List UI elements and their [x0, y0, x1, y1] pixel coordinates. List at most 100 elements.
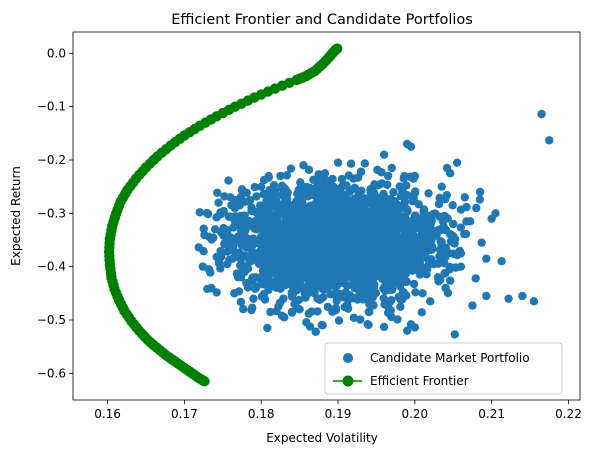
scatter-point	[395, 182, 404, 191]
scatter-point	[362, 221, 372, 230]
scatter-point	[252, 237, 261, 246]
scatter-point	[359, 199, 368, 209]
legend-box	[324, 342, 563, 395]
scatter-point	[335, 256, 344, 265]
scatter-point	[248, 303, 257, 312]
scatter-point	[261, 246, 270, 255]
scatter-point	[401, 277, 410, 286]
scatter-point	[346, 159, 356, 168]
scatter-point	[263, 200, 272, 209]
scatter-point	[518, 291, 527, 301]
y-tick-label: −0.1	[37, 100, 66, 114]
scatter-point	[239, 304, 248, 314]
y-tick-label: 0.0	[47, 46, 66, 60]
scatter-point	[297, 281, 307, 291]
scatter-point	[360, 159, 370, 168]
scatter-point	[347, 210, 356, 220]
scatter-point	[437, 237, 446, 247]
scatter-point	[366, 185, 375, 195]
scatter-point	[236, 297, 246, 307]
scatter-point	[376, 217, 385, 227]
scatter-point	[375, 180, 384, 189]
scatter-point	[237, 185, 247, 194]
scatter-point	[411, 288, 420, 297]
scatter-point	[422, 211, 431, 221]
scatter-point	[326, 190, 335, 199]
scatter-point	[418, 265, 427, 274]
scatter-point	[399, 288, 409, 297]
scatter-point	[313, 206, 322, 215]
scatter-point	[269, 180, 279, 190]
scatter-point	[445, 169, 455, 178]
scatter-point	[326, 247, 336, 256]
scatter-point	[364, 307, 373, 317]
scatter-point	[278, 235, 287, 244]
chart-title: Efficient Frontier and Candidate Portfol…	[171, 12, 473, 28]
scatter-point	[266, 307, 275, 317]
scatter-point	[400, 200, 409, 210]
scatter-point	[411, 211, 420, 221]
scatter-point	[359, 261, 368, 271]
x-tick-label: 0.16	[94, 407, 121, 421]
scatter-point	[333, 274, 342, 284]
scatter-point	[387, 163, 396, 173]
scatter-point	[368, 265, 377, 274]
scatter-point	[236, 237, 245, 246]
scatter-point	[409, 279, 419, 289]
scatter-point	[370, 245, 379, 254]
scatter-point	[491, 209, 500, 218]
scatter-point	[259, 175, 269, 185]
scatter-point	[307, 217, 316, 227]
scatter-point	[349, 313, 359, 322]
scatter-point	[321, 281, 330, 291]
scatter-point	[272, 215, 281, 224]
scatter-point	[428, 258, 437, 267]
scatter-point	[383, 308, 393, 317]
scatter-point	[230, 289, 239, 298]
x-axis-label: Expected Volatility	[266, 431, 378, 445]
scatter-point	[299, 161, 308, 170]
scatter-point	[379, 294, 388, 303]
scatter-point	[461, 229, 471, 239]
scatter-point	[263, 277, 273, 286]
scatter-point	[440, 250, 450, 259]
scatter-point	[440, 268, 449, 278]
scatter-point	[424, 229, 433, 238]
scatter-point	[202, 208, 212, 218]
scatter-point	[344, 171, 353, 180]
scatter-point	[265, 210, 275, 219]
scatter-point	[368, 237, 378, 246]
scatter-point	[296, 178, 305, 187]
scatter-point	[288, 257, 297, 266]
x-tick-label: 0.21	[478, 407, 505, 421]
scatter-point	[288, 201, 298, 210]
y-axis: 0.0 −0.1 −0.2 −0.3 −0.4 −0.5 −0.6	[37, 46, 73, 380]
scatter-point	[477, 238, 486, 247]
scatter-point	[199, 247, 208, 256]
scatter-point	[456, 223, 466, 232]
legend-marker-frontier	[342, 375, 354, 387]
scatter-point	[456, 262, 466, 271]
scatter-point	[295, 305, 304, 314]
scatter-point	[391, 226, 400, 235]
scatter-point	[313, 242, 322, 251]
scatter-point	[236, 261, 245, 270]
scatter-point	[448, 201, 457, 210]
scatter-point	[418, 250, 428, 260]
scatter-point	[306, 187, 315, 196]
scatter-point	[433, 273, 443, 282]
scatter-point	[213, 188, 222, 197]
scatter-point	[475, 195, 485, 204]
scatter-point	[293, 189, 302, 199]
scatter-point	[472, 203, 481, 213]
scatter-point	[406, 142, 416, 151]
scatter-point	[223, 259, 232, 269]
series-candidate-market-portfolio	[194, 109, 554, 339]
scatter-point	[468, 301, 477, 310]
scatter-point	[273, 272, 282, 281]
scatter-point	[426, 220, 435, 229]
scatter-point	[216, 209, 226, 219]
scatter-point	[409, 194, 418, 203]
scatter-point	[396, 302, 405, 311]
